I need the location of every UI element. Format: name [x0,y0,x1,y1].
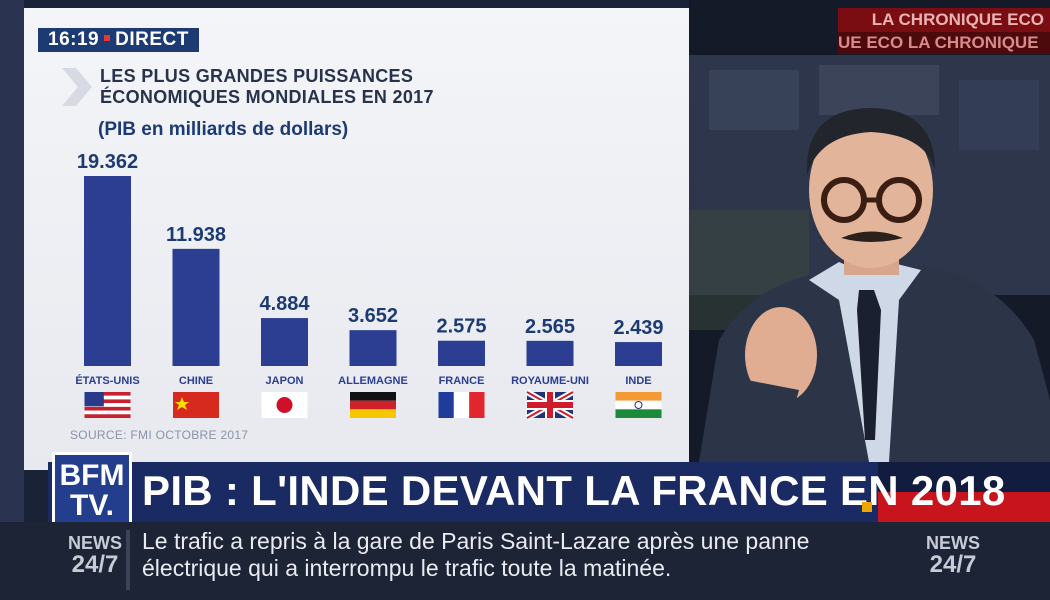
bar-value-label-5: 2.565 [525,316,575,338]
bar-chart: 19.362 ÉTATS-UNIS 11.938 CHINE 4.884 JAPON 3.6… [75,151,664,421]
bar-value-label-4: 2.575 [436,316,486,338]
logo-line-1: BFM [59,459,125,492]
category-label-5: ROYAUME-UNI [511,375,589,387]
bar-1 [172,248,220,366]
headline-band-extension [878,462,1050,492]
bar-3 [349,330,397,366]
category-label-1: CHINE [179,375,213,387]
channel-logo: BFM TV. [52,452,132,532]
category-label-0: ÉTATS-UNIS [75,374,139,387]
news-ticker [0,522,1050,600]
flag-icon-0 [84,392,131,418]
flag-icon-3 [350,392,396,418]
news-24-7-left: NEWS 24/7 [60,532,130,578]
bar-0 [84,176,131,366]
bar-4 [438,340,485,366]
bar-value-label-0: 19.362 [77,151,138,173]
category-label-3: ALLEMAGNE [338,375,408,387]
chart-title-line-1: LES PLUS GRANDES PUISSANCES [100,66,414,86]
left-edge [0,0,24,600]
headline-dot-icon [862,502,872,512]
category-label-4: FRANCE [439,375,485,387]
presenter-video [689,0,1050,462]
headline-text: PIB : L'INDE DEVANT LA FRANCE EN 2018 [142,467,1006,514]
flag-icon-6 [615,392,662,418]
bar-value-label-2: 4.884 [259,293,310,315]
clock-time: 16:19 [48,29,100,50]
presenter-image [689,55,1050,462]
ticker-text: Le trafic a repris à la gare de Paris Sa… [142,528,810,581]
flag-icon-5 [525,389,575,421]
chevron-right-icon [62,68,92,106]
news-24-7-right: NEWS 24/7 [918,532,988,578]
bar-2 [261,318,308,366]
chart-title: LES PLUS GRANDES PUISSANCES ÉCONOMIQUES … [100,66,434,108]
ticker-divider [126,530,130,590]
bar-6 [615,342,662,366]
category-label-2: JAPON [266,375,304,387]
news-right-num: 24/7 [929,551,977,578]
flag-icon-2 [261,392,308,418]
news-right-label: NEWS [926,533,980,553]
flag-icon-4 [438,392,485,418]
chart-source: SOURCE: FMI OCTOBRE 2017 [70,428,249,442]
bar-value-label-6: 2.439 [613,317,663,339]
flag-icon-1 [173,392,219,418]
promo-banner-bottom: UE ECO LA CHRONIQUE [838,32,1050,54]
live-label: DIRECT [115,29,189,50]
red-accent-strip [868,492,1050,522]
news-left-label: NEWS [68,533,122,553]
chart-title-line-2: ÉCONOMIQUES MONDIALES EN 2017 [100,87,434,107]
chart-unit-label: (PIB en milliards de dollars) [98,119,349,140]
news-left-num: 24/7 [71,551,119,578]
promo-banner-top: LA CHRONIQUE ECO [838,8,1050,32]
logo-line-2: TV. [70,489,114,522]
live-clock: 16:19 DIRECT [38,28,199,52]
bar-value-label-3: 3.652 [348,305,398,327]
category-label-6: INDE [625,375,651,387]
bar-5 [526,340,574,366]
bar-value-label-1: 11.938 [166,224,226,246]
live-dot-icon [104,35,111,42]
headline-band [48,462,878,522]
